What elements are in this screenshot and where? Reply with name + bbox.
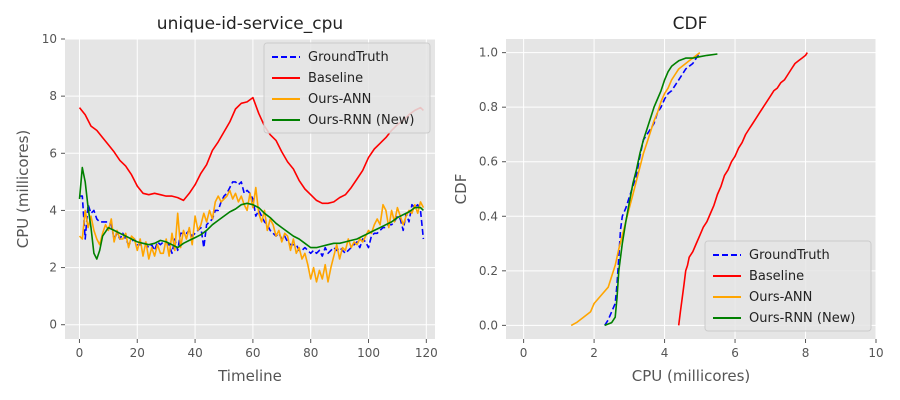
timeline-x-tick-label: 80 xyxy=(303,346,318,360)
timeline-series xyxy=(78,96,425,283)
cdf-y-tick-label: 0.4 xyxy=(479,209,498,223)
cdf-y-tick-label: 0.8 xyxy=(479,100,498,114)
timeline-series-baseline xyxy=(78,96,424,205)
timeline-y-tick-label: 6 xyxy=(49,146,57,160)
cdf-chart: CDF 0 2 4 6 8 10 0.0 0.2 0.4 0.6 0.8 1.0 CPU (milli… xyxy=(452,14,884,385)
timeline-legend-label-ours-rnn: Ours-RNN (New) xyxy=(308,113,414,128)
timeline-y-tick-label: 8 xyxy=(49,89,57,103)
timeline-x-tick-label: 100 xyxy=(357,346,380,360)
timeline-chart: unique-id-service_cpu 0 20 40 60 80 100 120 0 2 4… xyxy=(14,14,438,385)
timeline-legend-label-baseline: Baseline xyxy=(308,71,363,86)
cdf-legend-label-ours-rnn: Ours-RNN (New) xyxy=(749,311,855,326)
timeline-x-tick-label: 20 xyxy=(130,346,145,360)
timeline-y-tick-label: 10 xyxy=(42,32,57,46)
timeline-legend-box xyxy=(263,42,431,134)
timeline-x-tick-label: 60 xyxy=(245,346,260,360)
cdf-legend-box xyxy=(704,240,872,332)
timeline-x-tick-label: 120 xyxy=(415,346,438,360)
cdf-series-baseline xyxy=(677,52,808,326)
cdf-x-axis-label: CPU (millicores) xyxy=(632,367,751,385)
cdf-ticks: 0 2 4 6 8 10 0.0 0.2 0.4 0.6 0.8 1.0 xyxy=(479,46,884,360)
timeline-series-ours-rnn xyxy=(78,166,424,260)
timeline-y-tick-label: 0 xyxy=(49,318,57,332)
cdf-x-tick-label: 2 xyxy=(590,346,598,360)
cdf-legend: GroundTruth Baseline Ours-ANN Ours-RNN (… xyxy=(704,240,872,332)
cdf-series xyxy=(570,51,808,327)
cdf-x-tick-label: 6 xyxy=(731,346,739,360)
timeline-y-tick-label: 2 xyxy=(49,261,57,275)
cdf-series-groundtruth xyxy=(604,52,701,326)
timeline-x-tick-label: 0 xyxy=(76,346,84,360)
cdf-x-tick-label: 10 xyxy=(868,346,883,360)
timeline-legend: GroundTruth Baseline Ours-ANN Ours-RNN (… xyxy=(263,42,431,134)
cdf-y-tick-label: 0.6 xyxy=(479,155,498,169)
cdf-x-tick-label: 0 xyxy=(520,346,528,360)
timeline-legend-label-ours-ann: Ours-ANN xyxy=(308,92,371,107)
timeline-grid xyxy=(65,38,435,339)
timeline-y-tick-label: 4 xyxy=(49,203,57,217)
cdf-series-ours-ann xyxy=(570,51,701,327)
cdf-y-axis-label: CDF xyxy=(452,174,470,205)
timeline-chart-title: unique-id-service_cpu xyxy=(157,14,343,34)
cdf-legend-label-ours-ann: Ours-ANN xyxy=(749,290,812,305)
cdf-series-ours-rnn xyxy=(604,53,718,327)
timeline-ticks: 0 20 40 60 80 100 120 0 2 4 6 8 10 xyxy=(42,32,438,360)
cdf-chart-title: CDF xyxy=(673,14,708,34)
timeline-legend-label-groundtruth: GroundTruth xyxy=(308,50,389,65)
cdf-legend-label-groundtruth: GroundTruth xyxy=(749,248,830,263)
cdf-y-tick-label: 0.0 xyxy=(479,318,498,332)
timeline-x-tick-label: 40 xyxy=(187,346,202,360)
timeline-x-axis-label: Timeline xyxy=(217,367,282,385)
cdf-legend-label-baseline: Baseline xyxy=(749,269,804,284)
timeline-y-axis-label: CPU (millicores) xyxy=(14,130,32,249)
cdf-y-tick-label: 0.2 xyxy=(479,264,498,278)
cdf-y-tick-label: 1.0 xyxy=(479,46,498,60)
cdf-x-tick-label: 4 xyxy=(661,346,669,360)
cdf-x-tick-label: 8 xyxy=(802,346,810,360)
